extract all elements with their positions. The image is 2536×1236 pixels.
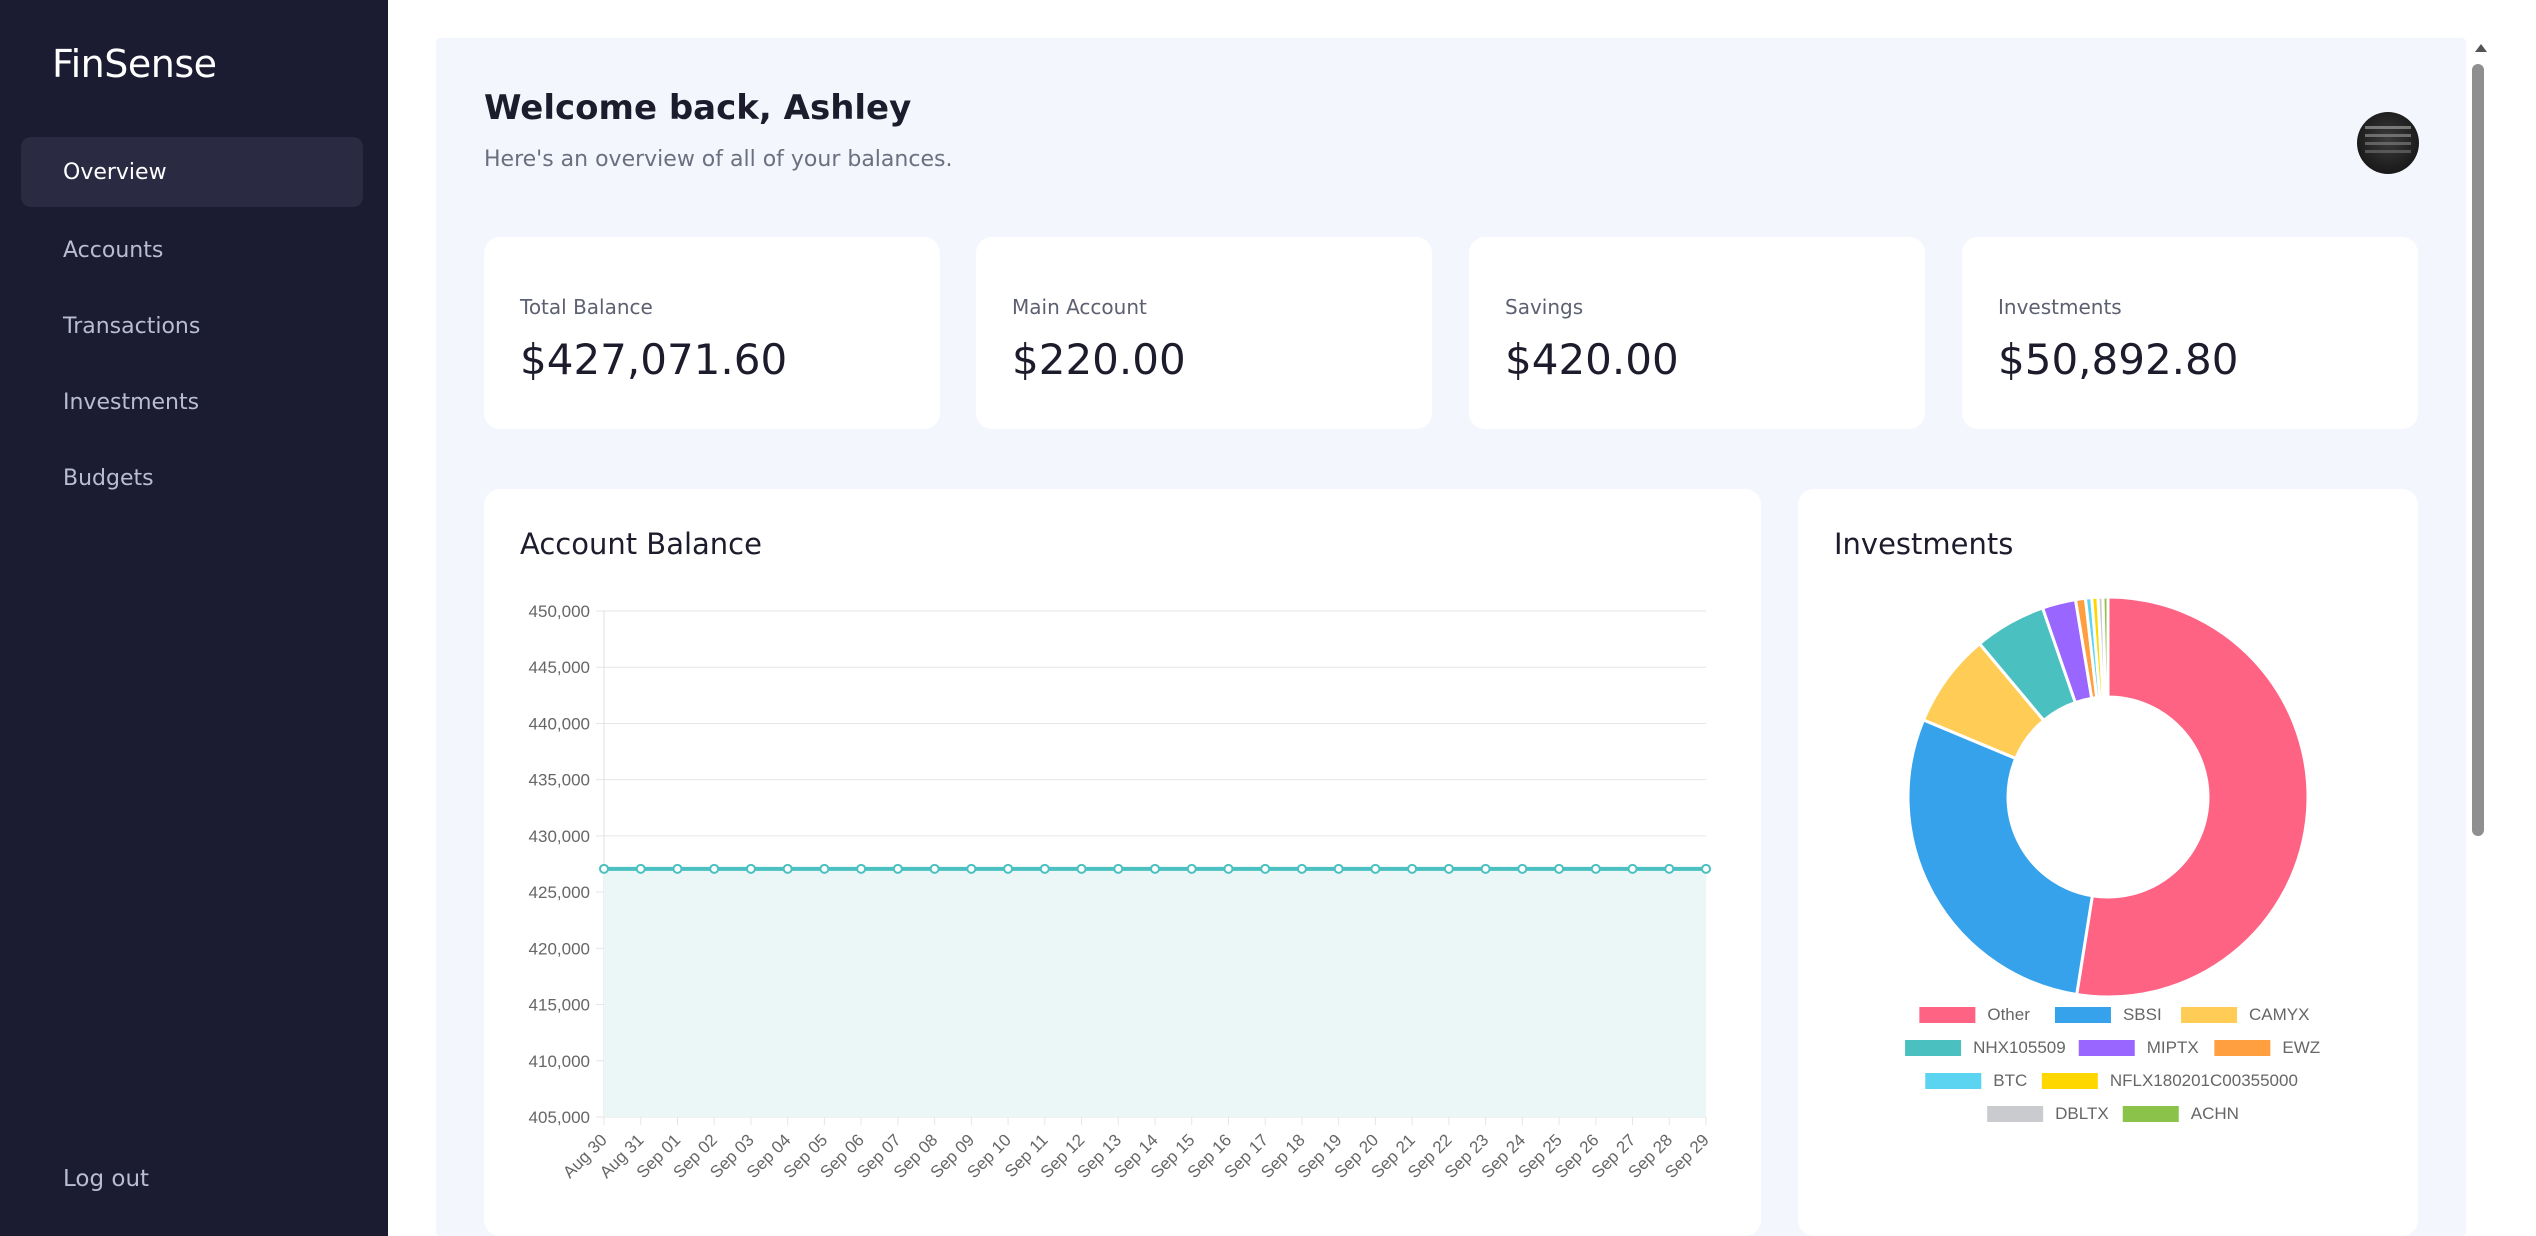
legend-swatch [2122, 1106, 2179, 1122]
data-point [1443, 863, 1454, 874]
y-tick-label: 405,000 [529, 1108, 590, 1127]
legend-label: SBSI [2123, 1005, 2162, 1024]
legend-label: MIPTX [2147, 1038, 2199, 1057]
pie-slice [2074, 595, 2310, 999]
y-tick-label: 425,000 [529, 883, 590, 902]
sidebar-item-budgets[interactable]: Budgets [63, 465, 154, 491]
account-balance-panel: Account Balance 450,000 445,000 440,000 435… [484, 489, 1761, 1236]
data-point [672, 863, 683, 874]
legend-label: DBLTX [2055, 1104, 2109, 1123]
y-tick-label: 415,000 [529, 996, 590, 1015]
scrollbar-thumb[interactable] [2472, 64, 2484, 836]
pie-slice [1906, 717, 2095, 997]
account-balance-chart: 450,000 445,000 440,000 435,000 430,000 425,0… [529, 602, 1713, 1182]
avatar[interactable] [2357, 112, 2419, 174]
data-point [1554, 863, 1565, 874]
data-point [1590, 863, 1601, 874]
sidebar-item-overview[interactable]: Overview [21, 137, 363, 207]
data-point [1333, 863, 1344, 874]
y-tick-label: 430,000 [529, 827, 590, 846]
sidebar-item-investments[interactable]: Investments [63, 389, 200, 415]
y-tick-label: 450,000 [529, 602, 590, 621]
page-title: Welcome back, Ashley [484, 88, 912, 128]
card-value: $220.00 [1012, 335, 1186, 384]
pie-slice [2101, 595, 2110, 699]
legend-swatch [1919, 1007, 1976, 1023]
data-point [1370, 863, 1381, 874]
data-point [1480, 863, 1491, 874]
savings-card: Savings $420.00 [1469, 237, 1925, 429]
data-point [782, 863, 793, 874]
card-value: $50,892.80 [1998, 335, 2239, 384]
data-point [745, 863, 756, 874]
brand-logo: FinSense [52, 42, 217, 86]
data-point [1113, 863, 1124, 874]
legend-swatch [2054, 1007, 2111, 1023]
y-tick-label: 445,000 [529, 658, 590, 677]
card-value: $420.00 [1505, 335, 1679, 384]
data-point [856, 863, 867, 874]
data-point [892, 863, 903, 874]
legend-swatch [1987, 1106, 2044, 1122]
legend-label: Other [1987, 1005, 2030, 1024]
sidebar: FinSense Overview Accounts Transactions … [0, 0, 388, 1236]
data-point [599, 863, 609, 874]
main-account-card: Main Account $220.00 [976, 237, 1432, 429]
y-tick-label: 410,000 [529, 1052, 590, 1071]
legend-label: ACHN [2191, 1104, 2239, 1123]
data-point [1039, 863, 1050, 874]
investments-title: Investments [1834, 527, 2014, 561]
legend-swatch [2078, 1040, 2135, 1056]
investments-card: Investments $50,892.80 [1962, 237, 2418, 429]
card-label: Main Account [1012, 295, 1147, 319]
sidebar-item-transactions[interactable]: Transactions [63, 313, 201, 339]
legend-label: NFLX180201C00355000 [2110, 1071, 2298, 1090]
data-point [929, 863, 940, 874]
data-point [819, 863, 830, 874]
data-point [1664, 863, 1675, 874]
data-point [1517, 863, 1528, 874]
logout-link[interactable]: Log out [63, 1166, 150, 1192]
y-tick-label: 420,000 [529, 939, 590, 958]
data-point [1003, 863, 1014, 874]
data-point [1407, 863, 1418, 874]
investments-panel: Investments Other SBSI CAMYX NHX105509 MIPTX… [1798, 489, 2418, 1236]
data-point [1076, 863, 1087, 874]
data-point [1150, 863, 1160, 874]
legend-swatch [1905, 1040, 1962, 1056]
data-point [1260, 863, 1271, 874]
y-tick-label: 435,000 [529, 771, 590, 790]
data-point [1627, 863, 1638, 874]
legend-swatch [2181, 1007, 2238, 1023]
data-point [1186, 863, 1197, 874]
card-label: Total Balance [520, 295, 653, 319]
data-point [966, 863, 977, 874]
page-subtitle: Here's an overview of all of your balanc… [484, 147, 953, 172]
legend-label: EWZ [2282, 1038, 2320, 1057]
y-tick-label: 440,000 [529, 714, 590, 733]
legend-label: CAMYX [2249, 1005, 2309, 1024]
investments-donut-chart: Other SBSI CAMYX NHX105509 MIPTX EWZ BTC NFLX18… [1905, 595, 2320, 1123]
account-balance-title: Account Balance [520, 527, 762, 561]
scroll-up-icon[interactable] [2475, 44, 2487, 52]
area-fill [604, 868, 1706, 1117]
card-label: Investments [1998, 295, 2122, 319]
legend-label: BTC [1993, 1071, 2027, 1090]
data-point [1223, 863, 1234, 874]
total-balance-card: Total Balance $427,071.60 [484, 237, 940, 429]
card-label: Savings [1505, 295, 1584, 319]
data-point [1296, 863, 1307, 874]
legend-swatch [1925, 1073, 1982, 1089]
data-point [709, 863, 720, 874]
sidebar-item-accounts[interactable]: Accounts [63, 237, 164, 263]
legend-label: NHX105509 [1973, 1038, 2066, 1057]
data-point [635, 863, 646, 874]
data-point [1701, 863, 1711, 874]
legend-swatch [2214, 1040, 2271, 1056]
legend-swatch [2041, 1073, 2098, 1089]
card-value: $427,071.60 [520, 335, 788, 384]
